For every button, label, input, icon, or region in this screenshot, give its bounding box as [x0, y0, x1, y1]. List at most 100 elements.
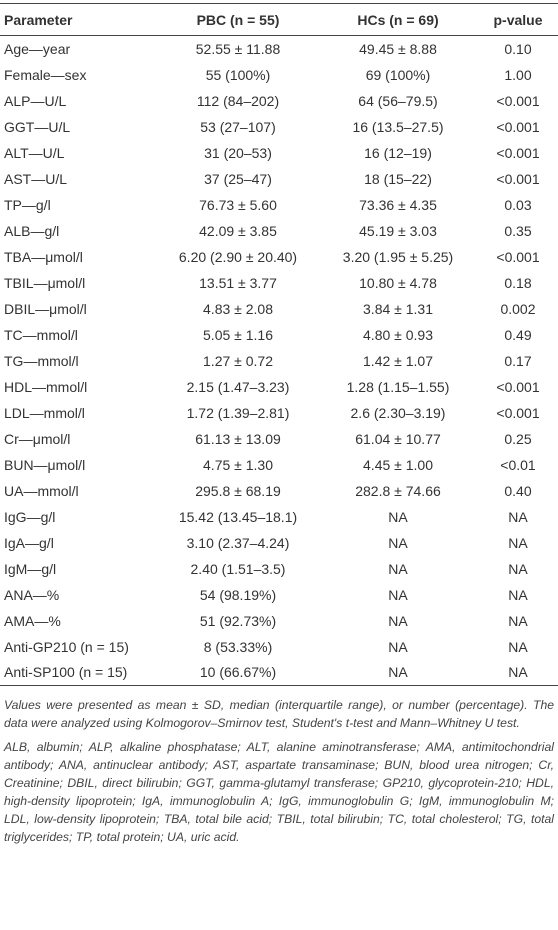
value-cell: <0.01 [500, 456, 536, 473]
footnotes: Values were presented as mean ± SD, medi… [0, 686, 558, 846]
parameter-cell: IgM—g/l [4, 560, 57, 577]
value-cell: 45.19 ± 3.03 [359, 222, 437, 239]
value-cell: 16 (13.5–27.5) [352, 118, 444, 135]
parameter-cell: BUN—μmol/l [4, 456, 86, 473]
value-cell: NA [388, 638, 408, 655]
parameter-cell: AST—U/L [4, 170, 68, 187]
parameter-cell: ALT—U/L [4, 144, 65, 161]
table-row: ALT—U/L 31 (20–53) 16 (12–19) <0.001 [0, 140, 558, 166]
parameter-cell: ALB—g/l [4, 222, 60, 239]
value-cell: 0.25 [504, 430, 532, 447]
value-cell: 0.35 [504, 222, 532, 239]
value-cell: 16 (12–19) [364, 144, 432, 161]
table-row: GGT—U/L 53 (27–107) 16 (13.5–27.5) <0.001 [0, 114, 558, 140]
table-row: Cr—μmol/l 61.13 ± 13.09 61.04 ± 10.77 0.25 [0, 426, 558, 452]
table-row: IgM—g/l 2.40 (1.51–3.5) NA NA [0, 556, 558, 582]
value-cell: 69 (100%) [365, 66, 431, 83]
table-row: ALB—g/l 42.09 ± 3.85 45.19 ± 3.03 0.35 [0, 218, 558, 244]
parameter-cell: GGT—U/L [4, 118, 71, 135]
value-cell: <0.001 [496, 404, 540, 421]
value-cell: 31 (20–53) [204, 144, 272, 161]
table-row: Anti-GP210 (n = 15) 8 (53.33%) NA NA [0, 634, 558, 660]
table-row: Female—sex 55 (100%) 69 (100%) 1.00 [0, 62, 558, 88]
table-row: AMA—% 51 (92.73%) NA NA [0, 608, 558, 634]
value-cell: 8 (53.33%) [203, 638, 273, 655]
parameter-cell: Cr—μmol/l [4, 430, 71, 447]
parameter-cell: TG—mmol/l [4, 352, 79, 369]
parameter-cell: ANA—% [4, 586, 60, 603]
table-row: IgA—g/l 3.10 (2.37–4.24) NA NA [0, 530, 558, 556]
parameter-cell: TBA—μmol/l [4, 248, 83, 265]
table-row: TBIL—μmol/l 13.51 ± 3.77 10.80 ± 4.78 0.18 [0, 270, 558, 296]
value-cell: 55 (100%) [205, 66, 271, 83]
value-cell: 5.05 ± 1.16 [203, 326, 273, 343]
column-header: Parameter [4, 11, 73, 28]
parameter-cell: ALP—U/L [4, 92, 67, 109]
value-cell: 1.27 ± 0.72 [203, 352, 273, 369]
table-row: Anti-SP100 (n = 15) 10 (66.67%) NA NA [0, 660, 558, 686]
value-cell: 10 (66.67%) [199, 664, 277, 681]
table-row: TC—mmol/l 5.05 ± 1.16 4.80 ± 0.93 0.49 [0, 322, 558, 348]
value-cell: NA [508, 560, 528, 577]
data-table: Parameter PBC (n = 55) HCs (n = 69) p-value… [0, 3, 558, 686]
value-cell: 61.04 ± 10.77 [355, 430, 441, 447]
value-cell: 0.40 [504, 482, 532, 499]
value-cell: <0.001 [496, 118, 540, 135]
value-cell: 61.13 ± 13.09 [195, 430, 281, 447]
value-cell: 52.55 ± 11.88 [195, 40, 281, 57]
footnote: Values were presented as mean ± SD, medi… [4, 698, 554, 730]
value-cell: NA [508, 586, 528, 603]
value-cell: 112 (84–202) [196, 92, 280, 109]
table-header: Parameter PBC (n = 55) HCs (n = 69) p-value [0, 3, 558, 36]
value-cell: 282.8 ± 74.66 [355, 482, 441, 499]
value-cell: 2.40 (1.51–3.5) [190, 560, 286, 577]
value-cell: <0.001 [496, 170, 540, 187]
table-row: DBIL—μmol/l 4.83 ± 2.08 3.84 ± 1.31 0.002 [0, 296, 558, 322]
value-cell: 73.36 ± 4.35 [359, 196, 437, 213]
value-cell: NA [388, 586, 408, 603]
table-body: Age—year 52.55 ± 11.88 49.45 ± 8.88 0.10 Fem… [0, 36, 558, 686]
value-cell: 6.20 (2.90 ± 20.40) [178, 248, 298, 265]
value-cell: 2.6 (2.30–3.19) [350, 404, 446, 421]
value-cell: 18 (15–22) [364, 170, 432, 187]
value-cell: NA [388, 664, 408, 681]
value-cell: NA [508, 534, 528, 551]
value-cell: 2.15 (1.47–3.23) [186, 378, 290, 395]
value-cell: 0.18 [504, 274, 532, 291]
value-cell: 37 (25–47) [204, 170, 272, 187]
value-cell: 51 (92.73%) [199, 612, 277, 629]
table-row: TP—g/l 76.73 ± 5.60 73.36 ± 4.35 0.03 [0, 192, 558, 218]
parameter-cell: Female—sex [4, 66, 87, 83]
value-cell: 10.80 ± 4.78 [359, 274, 437, 291]
table-row: AST—U/L 37 (25–47) 18 (15–22) <0.001 [0, 166, 558, 192]
table-row: HDL—mmol/l 2.15 (1.47–3.23) 1.28 (1.15–1.5… [0, 374, 558, 400]
table-row: UA—mmol/l 295.8 ± 68.19 282.8 ± 74.66 0.40 [0, 478, 558, 504]
column-header: PBC (n = 55) [196, 11, 280, 28]
value-cell: 0.03 [504, 196, 532, 213]
value-cell: 1.28 (1.15–1.55) [346, 378, 450, 395]
parameter-cell: TBIL—μmol/l [4, 274, 86, 291]
value-cell: 3.84 ± 1.31 [363, 300, 433, 317]
column-header: p-value [493, 11, 543, 28]
value-cell: 1.72 (1.39–2.81) [186, 404, 290, 421]
parameter-cell: UA—mmol/l [4, 482, 79, 499]
value-cell: 4.83 ± 2.08 [203, 300, 273, 317]
value-cell: 0.49 [504, 326, 532, 343]
column-header: HCs (n = 69) [357, 11, 439, 28]
value-cell: NA [508, 508, 528, 525]
value-cell: 13.51 ± 3.77 [199, 274, 277, 291]
footnote: ALB, albumin; ALP, alkaline phosphatase;… [4, 740, 554, 844]
table-row: ANA—% 54 (98.19%) NA NA [0, 582, 558, 608]
table-row: BUN—μmol/l 4.75 ± 1.30 4.45 ± 1.00 <0.01 [0, 452, 558, 478]
parameter-cell: IgG—g/l [4, 508, 56, 525]
value-cell: 0.002 [500, 300, 536, 317]
value-cell: 42.09 ± 3.85 [199, 222, 277, 239]
parameter-cell: LDL—mmol/l [4, 404, 85, 421]
parameter-cell: IgA—g/l [4, 534, 54, 551]
parameter-cell: TC—mmol/l [4, 326, 78, 343]
table-row: LDL—mmol/l 1.72 (1.39–2.81) 2.6 (2.30–3.19… [0, 400, 558, 426]
value-cell: 295.8 ± 68.19 [195, 482, 281, 499]
parameter-cell: Anti-SP100 (n = 15) [4, 664, 128, 681]
table-row: TBA—μmol/l 6.20 (2.90 ± 20.40) 3.20 (1.95 … [0, 244, 558, 270]
